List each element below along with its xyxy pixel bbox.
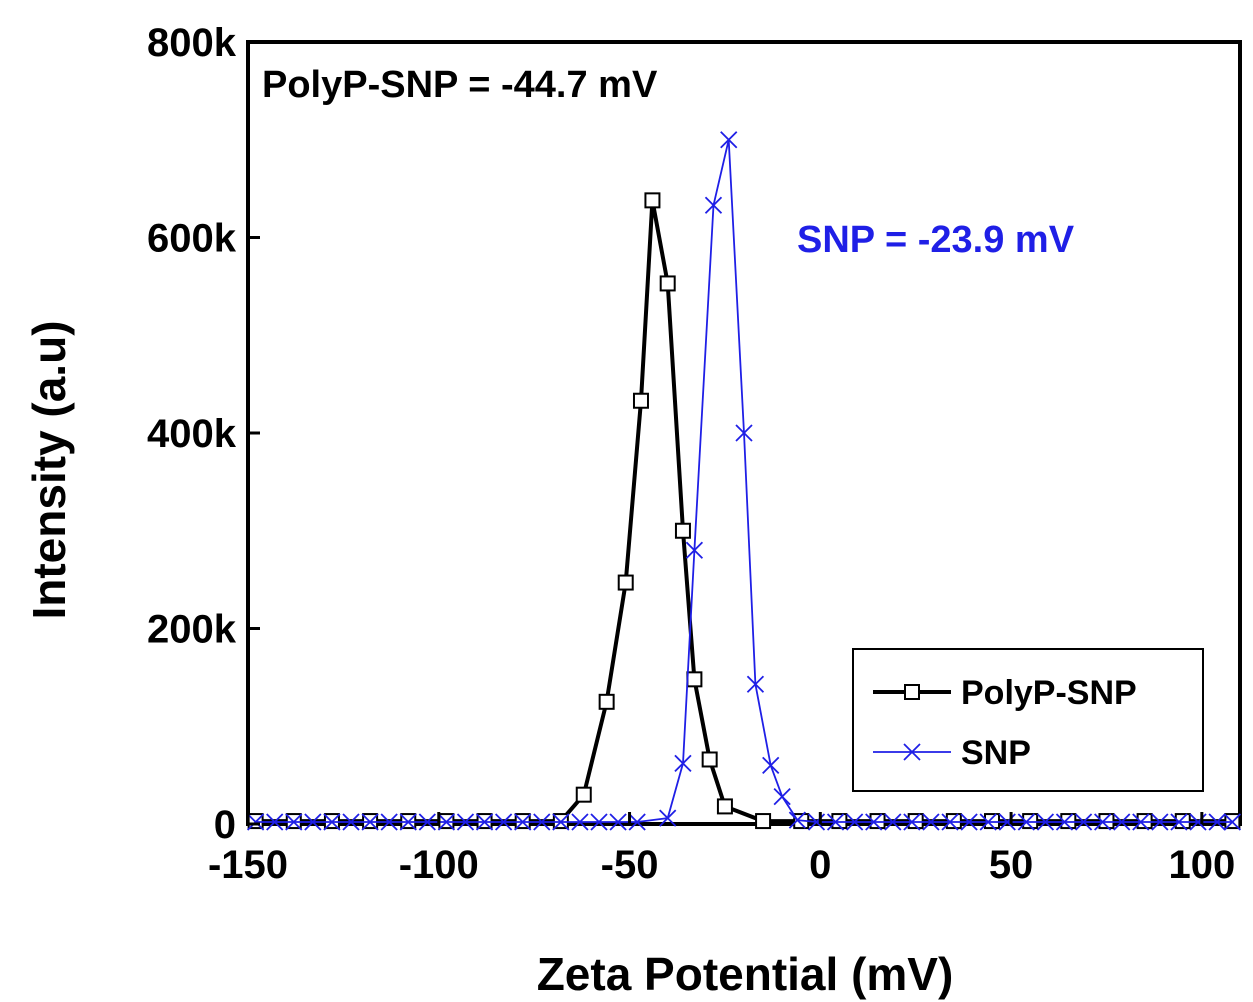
y-tick-label: 200k [147,608,237,652]
data-point [1136,813,1153,830]
data-point [1017,813,1035,831]
data-point [869,813,886,830]
legend: PolyP-SNP SNP [852,648,1204,792]
data-point [1060,813,1077,830]
data-point [922,813,940,831]
data-point [1094,813,1112,831]
data-point [755,813,772,830]
data-point [884,813,902,831]
data-point [674,522,691,539]
data-point [704,196,723,214]
data-point [1098,813,1115,830]
data-point [1022,813,1039,830]
legend-marker [904,684,920,700]
data-point [773,787,791,806]
data-point [552,813,570,831]
data-point [720,131,738,149]
data-point [846,813,864,831]
data-point [903,813,921,831]
data-point [246,813,265,831]
data-point [361,813,379,831]
data-point [826,813,845,831]
data-point [659,809,677,827]
data-point [266,813,284,831]
data-point [659,275,676,292]
data-point [285,813,303,831]
y-axis-title: Intensity (a.u) [23,320,75,619]
data-point [1151,813,1169,831]
annotation-snp: SNP = -23.9 mV [797,219,1075,261]
data-point [716,798,733,815]
y-tick-label: 0 [214,803,236,847]
annotation-polyp-snp: PolyP-SNP = -44.7 mV [262,64,658,106]
data-point [1113,813,1131,831]
data-point [998,813,1016,831]
x-axis-title: Zeta Potential (mV) [537,948,954,1000]
data-point [571,813,589,831]
data-point [831,813,848,830]
data-point [644,192,661,209]
x-tick-label: -100 [399,843,479,887]
data-point [494,813,513,831]
data-point [1036,813,1055,831]
x-tick-label: -150 [208,843,288,887]
data-point [632,392,649,409]
data-point [590,813,608,831]
data-point [1132,813,1150,831]
x-tick-label: 50 [989,843,1034,887]
legend-box [852,648,1204,792]
data-point [685,541,704,559]
data-point [701,751,718,768]
data-point [1223,813,1242,831]
data-point [323,813,341,831]
series-snp [246,131,1242,831]
data-point [984,813,1000,830]
data-point [598,693,615,710]
data-point [907,813,924,830]
data-point [746,675,765,693]
x-tick-label: 100 [1168,843,1235,887]
data-point [1170,813,1188,831]
data-point [960,813,978,831]
legend-label: SNP [961,734,1031,772]
data-point [979,813,997,831]
data-point [342,813,360,831]
data-point [399,813,417,831]
data-point [762,756,780,774]
data-point [475,813,494,831]
y-tick-label: 800k [147,21,237,65]
data-point [628,813,646,831]
y-tick-label: 400k [147,412,237,456]
legend-marker [903,743,921,761]
legend-label: PolyP-SNP [961,674,1137,712]
series-line [255,138,1233,823]
data-point [304,813,322,831]
data-point [609,813,627,831]
y-tick-label: 600k [147,217,237,261]
data-point [617,574,634,591]
data-point [437,813,456,831]
data-point [945,813,962,830]
data-point [514,813,532,831]
data-point [575,786,592,803]
data-point [941,813,959,831]
data-point [456,813,475,831]
data-point [735,424,753,442]
data-point [533,813,551,831]
x-tick-label: 0 [809,843,831,887]
data-point [1189,813,1207,831]
data-point [418,813,436,831]
data-point [865,813,883,831]
data-point [380,813,398,831]
data-point [686,671,703,688]
data-point [1208,813,1226,831]
data-point [1074,813,1093,831]
x-tick-label: -50 [601,843,659,887]
data-point [788,811,807,829]
data-point [807,813,826,831]
data-point [1055,813,1074,831]
data-point [1174,813,1191,830]
data-point [674,754,692,773]
